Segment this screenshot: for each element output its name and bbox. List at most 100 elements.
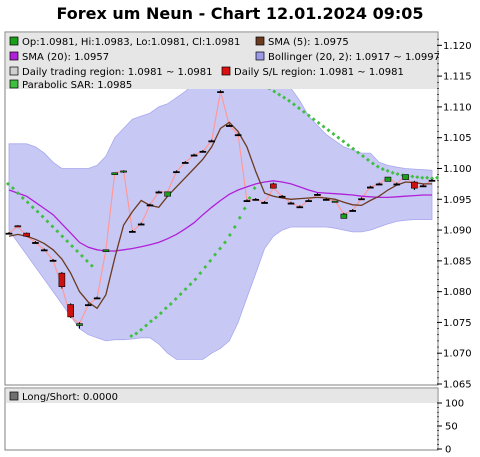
sar-point: [296, 106, 301, 111]
sar-point: [331, 131, 336, 136]
y-tick-label: 1.070: [443, 349, 472, 360]
long-short-y-axis: 0 50 100: [437, 399, 464, 456]
candle: [358, 198, 365, 201]
candle: [243, 200, 251, 202]
sar-point: [420, 175, 425, 180]
candle: [375, 183, 383, 186]
legend-swatch: [221, 66, 231, 76]
y-tick-label: 0: [445, 445, 451, 456]
sar-point: [198, 271, 203, 276]
sar-point: [415, 175, 420, 180]
sar-point: [168, 301, 173, 306]
candle: [155, 191, 163, 194]
candle: [252, 198, 260, 201]
sar-point: [326, 128, 331, 133]
y-tick-label: 1.110: [443, 102, 472, 113]
sar-point: [365, 157, 370, 162]
sar-point: [10, 186, 15, 191]
candle: [199, 150, 207, 153]
sar-point: [134, 331, 139, 336]
sar-point: [20, 196, 25, 201]
candle: [217, 91, 224, 94]
candle: [49, 259, 57, 262]
y-tick-label: 1.100: [443, 164, 472, 175]
candle: [40, 249, 48, 252]
candle: [331, 200, 339, 203]
sar-point: [65, 239, 70, 244]
legend-swatch: [9, 391, 19, 401]
y-tick-label: 1.085: [443, 256, 472, 267]
main-plot-area: [5, 48, 439, 360]
sar-point: [84, 258, 89, 263]
sar-point: [277, 92, 282, 97]
sar-point: [306, 113, 311, 118]
sar-point: [139, 327, 144, 332]
y-tick-label: 100: [445, 399, 464, 410]
legend-label: Parabolic SAR: 1.0985: [22, 80, 132, 91]
sar-point: [425, 175, 430, 180]
y-tick-label: 1.075: [443, 318, 472, 329]
sar-point: [75, 248, 80, 253]
candle: [76, 323, 83, 326]
candle: [261, 202, 268, 204]
sar-point: [316, 120, 321, 125]
legend-swatch: [9, 36, 19, 46]
y-tick-label: 1.115: [443, 72, 472, 83]
sar-point: [55, 229, 60, 234]
bollinger-band: [8, 48, 433, 360]
legend-label: Bollinger (20, 2): 1.0917 ~ 1.0997: [268, 52, 440, 63]
candle: [411, 181, 418, 189]
sar-point: [6, 181, 10, 186]
candle: [278, 195, 286, 198]
sar-point: [203, 265, 208, 269]
sar-point: [336, 135, 341, 140]
y-tick-label: 1.105: [443, 133, 472, 144]
candle: [111, 172, 119, 175]
candle: [208, 140, 215, 143]
sar-point: [247, 196, 252, 201]
sar-point: [60, 234, 65, 239]
candle: [402, 174, 409, 180]
candle: [296, 206, 304, 209]
sar-point: [15, 191, 20, 196]
sar-point: [213, 252, 218, 257]
sar-point: [144, 323, 149, 328]
sar-point: [346, 143, 351, 148]
sar-point: [351, 146, 356, 151]
sar-point: [188, 282, 193, 287]
sar-point: [163, 306, 168, 311]
sar-point: [252, 186, 257, 191]
y-tick-label: 50: [445, 422, 458, 433]
candle: [384, 176, 392, 182]
legend-label: Daily S/L region: 1.0981 ~ 1.0981: [234, 67, 404, 78]
sar-point: [242, 206, 247, 211]
sar-point: [153, 315, 158, 320]
sar-point: [45, 219, 50, 224]
y-tick-label: 1.095: [443, 195, 472, 206]
candle: [367, 186, 374, 189]
y-tick-label: 1.065: [443, 380, 472, 391]
candle: [314, 194, 321, 196]
sar-point: [430, 176, 435, 181]
legend-swatch: [255, 36, 265, 46]
main-y-axis: 1.065 1.070 1.075 1.080 1.085 1.090 1.095 1.100…: [437, 38, 472, 391]
legend-label: Daily trading region: 1.0981 ~ 1.0981: [22, 67, 213, 78]
legend-swatch: [9, 66, 19, 76]
sar-point: [375, 164, 380, 169]
sar-point: [149, 319, 153, 324]
sar-point: [70, 244, 75, 249]
sar-point: [227, 232, 232, 237]
sar-point: [282, 95, 287, 100]
legend-background: [6, 389, 437, 403]
sar-point: [287, 98, 292, 103]
sar-point: [79, 253, 84, 258]
sar-point: [321, 124, 326, 129]
sar-point: [40, 214, 45, 219]
candle: [419, 185, 427, 188]
candle: [322, 198, 330, 201]
legend-label: SMA (5): 1.0975: [268, 37, 349, 48]
candle: [190, 154, 198, 157]
sar-point: [390, 170, 395, 175]
sar-point: [272, 89, 277, 94]
candle: [137, 223, 145, 226]
